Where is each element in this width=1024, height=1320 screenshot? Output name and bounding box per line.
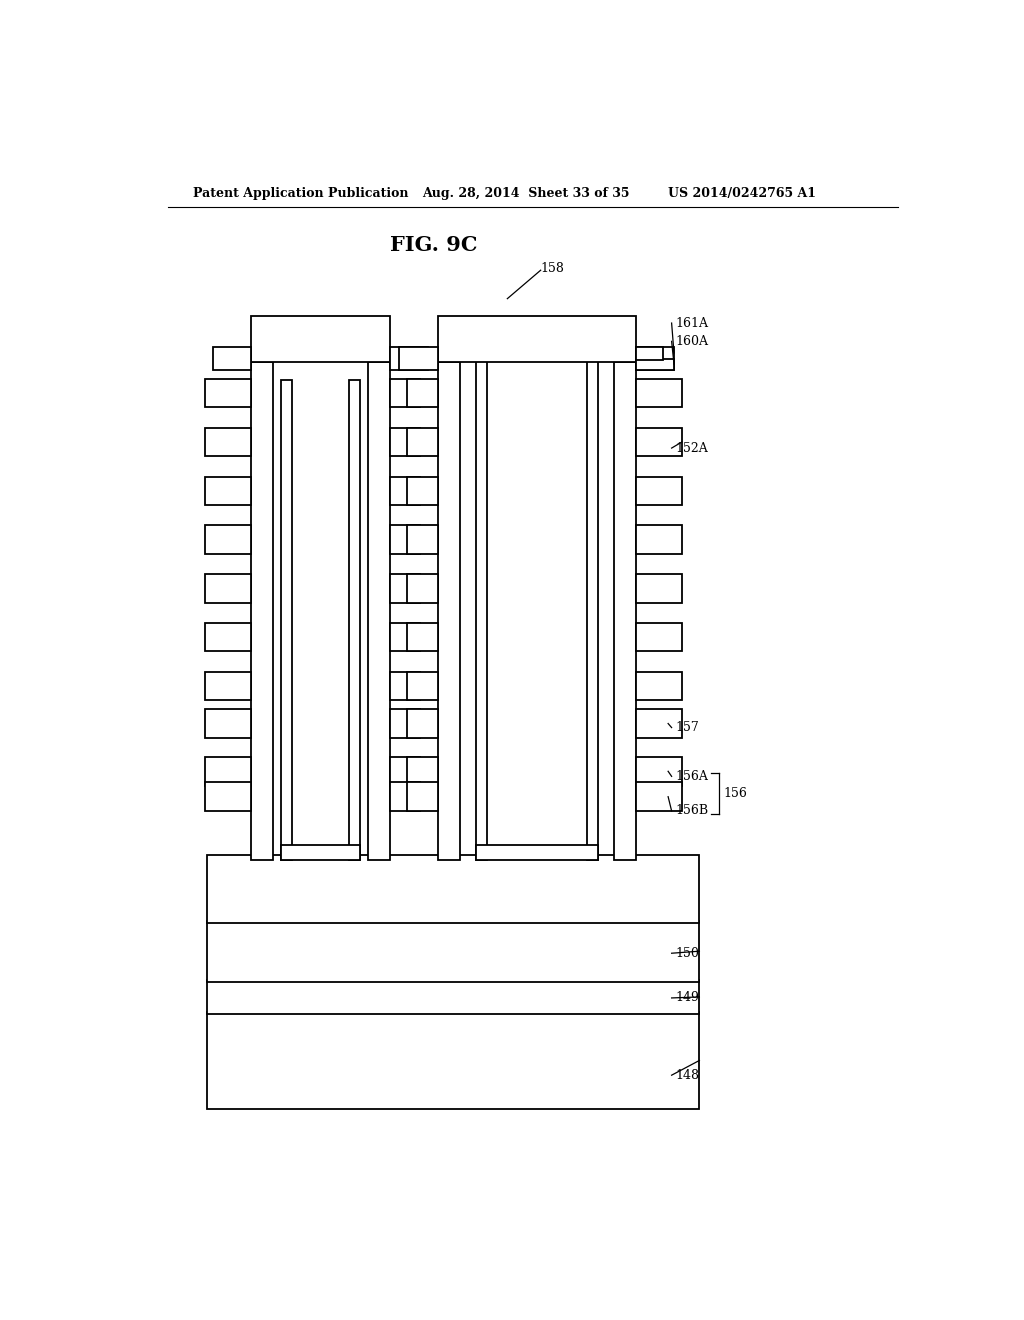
Bar — [475, 329, 486, 859]
Bar — [408, 574, 437, 602]
Bar — [408, 477, 437, 506]
Bar — [636, 379, 682, 408]
Bar — [205, 379, 251, 408]
Bar — [205, 709, 251, 738]
Bar — [205, 574, 251, 602]
Bar — [251, 362, 273, 859]
Bar — [205, 477, 251, 506]
Bar — [205, 758, 251, 785]
Bar — [636, 428, 682, 457]
Bar — [390, 623, 420, 651]
Bar — [390, 428, 420, 457]
Text: Patent Application Publication: Patent Application Publication — [194, 187, 409, 201]
Bar — [368, 362, 390, 859]
Text: 156B: 156B — [676, 804, 709, 817]
Bar — [636, 347, 663, 360]
Bar — [390, 525, 420, 554]
Bar — [636, 525, 682, 554]
Bar — [205, 783, 251, 810]
Bar — [636, 783, 682, 810]
Bar — [399, 347, 437, 370]
Bar — [408, 525, 437, 554]
Text: 157: 157 — [676, 721, 699, 734]
Bar — [205, 623, 251, 651]
Bar — [282, 380, 292, 859]
Bar — [282, 846, 359, 859]
Bar — [636, 574, 682, 602]
Text: US 2014/0242765 A1: US 2014/0242765 A1 — [668, 187, 816, 201]
Bar — [207, 921, 699, 982]
Bar — [390, 379, 420, 408]
Bar — [207, 1012, 699, 1109]
Bar — [408, 672, 437, 700]
Bar — [251, 315, 390, 362]
Text: 158: 158 — [541, 261, 564, 275]
Text: 149: 149 — [676, 991, 699, 1005]
Bar — [636, 623, 682, 651]
Bar — [205, 428, 251, 457]
Bar — [390, 709, 420, 738]
Bar — [205, 672, 251, 700]
Bar — [408, 758, 437, 785]
Bar — [636, 709, 682, 738]
Text: 156A: 156A — [676, 770, 709, 783]
Bar — [390, 758, 420, 785]
Bar — [636, 672, 682, 700]
Bar — [207, 854, 699, 923]
Text: Aug. 28, 2014  Sheet 33 of 35: Aug. 28, 2014 Sheet 33 of 35 — [422, 187, 629, 201]
Bar — [475, 846, 598, 859]
Bar — [587, 329, 598, 859]
Text: 150: 150 — [676, 946, 699, 960]
Text: 160A: 160A — [676, 335, 709, 348]
Bar — [390, 347, 428, 370]
Bar — [636, 477, 682, 506]
Bar — [408, 623, 437, 651]
Bar — [408, 379, 437, 408]
Bar — [613, 362, 636, 859]
Bar — [636, 359, 674, 370]
Text: 152A: 152A — [676, 442, 709, 454]
Bar — [408, 709, 437, 738]
Bar — [205, 525, 251, 554]
Bar — [207, 979, 699, 1014]
Bar — [408, 428, 437, 457]
Bar — [636, 347, 674, 370]
Bar — [636, 758, 682, 785]
Text: 161A: 161A — [676, 317, 709, 330]
Text: 156: 156 — [723, 787, 748, 800]
Bar — [390, 672, 420, 700]
Text: 148: 148 — [676, 1069, 699, 1081]
Bar — [408, 783, 437, 810]
Text: FIG. 9C: FIG. 9C — [390, 235, 477, 255]
Bar — [437, 315, 636, 362]
Bar — [437, 362, 460, 859]
Bar — [213, 347, 251, 370]
Bar — [348, 380, 359, 859]
Bar — [390, 574, 420, 602]
Bar — [390, 477, 420, 506]
Bar — [390, 783, 420, 810]
